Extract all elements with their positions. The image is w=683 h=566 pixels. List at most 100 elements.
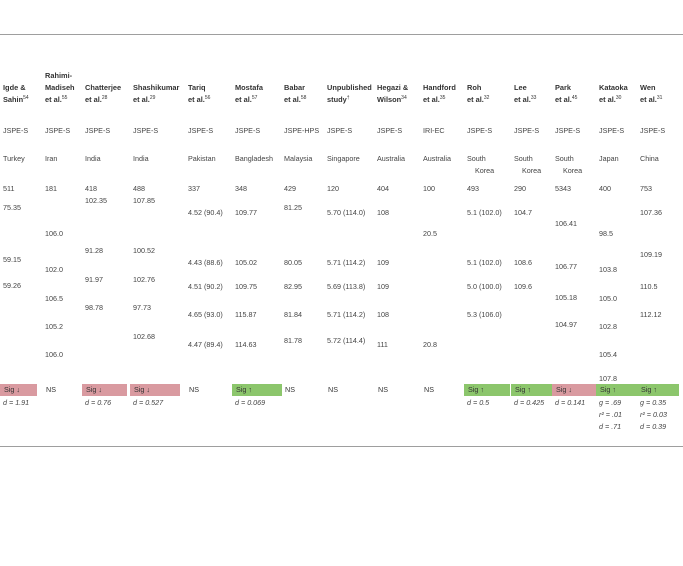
sample-size-cell: 511	[3, 184, 15, 193]
measure-cell: JSPE-S	[235, 126, 261, 135]
header-line: et al.35	[423, 95, 446, 104]
column-header: Wen et al.31	[640, 82, 662, 106]
score-value: 5.3 (106.0)	[467, 310, 502, 319]
country-cell: South	[467, 154, 486, 163]
header-line: Wen	[640, 83, 656, 92]
header-line: Unpublished	[327, 83, 372, 92]
score-value: 107.8	[599, 374, 617, 383]
score-value: 5.71 (114.2)	[327, 258, 366, 267]
score-value: 109	[377, 258, 389, 267]
column-header: Rahimi- Madiseh et al.55	[45, 70, 75, 106]
country-cell: Australia	[423, 154, 451, 163]
score-value: 105.4	[599, 350, 617, 359]
measure-cell: JSPE-S	[599, 126, 625, 135]
header-line: et al.28	[85, 95, 108, 104]
country-cell: Malaysia	[284, 154, 313, 163]
country-cell: India	[133, 154, 149, 163]
sample-size-cell: 181	[45, 184, 57, 193]
score-value: 5.0 (100.0)	[467, 282, 502, 291]
header-line: Shashikumar	[133, 83, 180, 92]
measure-cell: JSPE-S	[467, 126, 493, 135]
measure-cell: JSPE-S	[377, 126, 403, 135]
effect-size: d = 0.39	[640, 422, 667, 431]
sample-size-cell: 404	[377, 184, 389, 193]
header-reference: 56	[204, 95, 211, 101]
score-value: 108	[377, 310, 389, 319]
score-value: 104.97	[555, 320, 577, 329]
header-line: Wilson34	[377, 95, 407, 104]
effect-size: g = 0.35	[640, 398, 667, 407]
score-value: 97.73	[133, 303, 151, 312]
sample-size-cell: 5343	[555, 184, 571, 193]
header-reference: 34	[401, 95, 407, 101]
header-line: Hegazi &	[377, 83, 409, 92]
header-line: et al.29	[133, 95, 156, 104]
score-value: 4.47 (89.4)	[188, 340, 223, 349]
score-value: 102.0	[45, 265, 63, 274]
score-value: 103.8	[599, 265, 617, 274]
country-cell: Japan	[599, 154, 619, 163]
score-value: 20.5	[423, 229, 437, 238]
header-reference: 54	[23, 95, 29, 101]
sample-size-cell: 753	[640, 184, 652, 193]
effect-size: r² = 0.03	[640, 410, 667, 419]
header-reference: 30	[615, 95, 622, 101]
significance-badge: NS	[46, 385, 56, 394]
header-line: et al.58	[284, 95, 307, 104]
measure-cell: JSPE-S	[327, 126, 353, 135]
measure-cell: JSPE-S	[514, 126, 540, 135]
country-cell: Singapore	[327, 154, 360, 163]
header-line: et al.45	[555, 95, 578, 104]
column-header: Mostafa et al.57	[235, 82, 263, 106]
measure-cell: IRI-EC	[423, 126, 445, 135]
score-value: 5.1 (102.0)	[467, 258, 502, 267]
significance-badge: NS	[285, 385, 295, 394]
effect-size: d = 0.527	[133, 398, 164, 407]
column-header: Lee et al.33	[514, 82, 536, 106]
effect-size: d = .71	[599, 422, 622, 431]
header-line: Park	[555, 83, 572, 92]
sample-size-cell: 100	[423, 184, 435, 193]
measure-cell: JSPE-S	[640, 126, 666, 135]
header-reference: 29	[149, 95, 156, 101]
header-reference: 31	[656, 95, 663, 101]
score-value: 105.0	[599, 294, 617, 303]
sample-size-cell: 120	[327, 184, 339, 193]
score-value: 102.8	[599, 322, 617, 331]
header-line: Roh	[467, 83, 482, 92]
column-header: Tariq et al.56	[188, 82, 210, 106]
score-value: 105.2	[45, 322, 63, 331]
country-cell: South	[555, 154, 574, 163]
score-value: 80.05	[284, 258, 302, 267]
score-value: 108.6	[514, 258, 532, 267]
header-line: Kataoka	[599, 83, 628, 92]
score-value: 5.70 (114.0)	[327, 208, 366, 217]
header-line: Madiseh	[45, 83, 75, 92]
significance-badge: Sig ↓	[0, 384, 37, 396]
score-value: 105.18	[555, 293, 577, 302]
effect-size: d = 1.91	[3, 398, 30, 407]
country-cell: Iran	[45, 154, 58, 163]
header-line: et al.30	[599, 95, 622, 104]
country-cell: Pakistan	[188, 154, 216, 163]
header-line: et al.55	[45, 95, 68, 104]
column-header: Park et al.45	[555, 82, 577, 106]
score-value: 102.76	[133, 275, 155, 284]
score-value: 91.28	[85, 246, 103, 255]
column-header: Chatterjee et al.28	[85, 82, 121, 106]
header-reference: 58	[300, 95, 307, 101]
country-cell: Korea	[563, 166, 583, 175]
column-header: Igde & Sahin54	[3, 82, 29, 106]
header-line: et al.31	[640, 95, 663, 104]
effect-size: g = .69	[599, 398, 622, 407]
header-line: et al.57	[235, 95, 258, 104]
measure-cell: JSPE-S	[45, 126, 71, 135]
score-value: 91.97	[85, 275, 103, 284]
significance-badge: Sig ↑	[232, 384, 282, 396]
significance-badge: Sig ↑	[464, 384, 510, 396]
significance-badge: NS	[328, 385, 338, 394]
score-value: 98.78	[85, 303, 103, 312]
header-reference: 35	[439, 95, 446, 101]
sample-size-cell: 348	[235, 184, 247, 193]
score-value: 102.68	[133, 332, 155, 341]
